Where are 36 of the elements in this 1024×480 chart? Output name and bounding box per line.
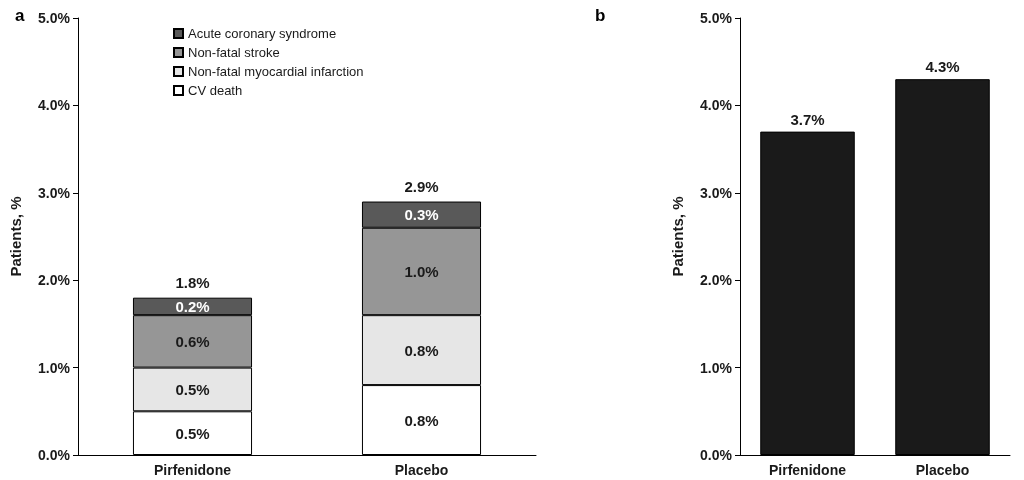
y-tick-label: 1.0% (38, 359, 71, 376)
data-label: 3.7% (790, 110, 825, 128)
data-label: 0.8% (404, 341, 439, 359)
legend-label: CV death (188, 83, 243, 98)
data-label: 0.8% (404, 411, 439, 429)
y-tick-label: 0.0% (38, 447, 71, 463)
y-tick-label: 0.0% (700, 447, 733, 463)
y-tick-label: 1.0% (700, 359, 733, 376)
text: b (595, 6, 606, 25)
x-tick-label: Placebo (394, 462, 449, 478)
legend-label: Non-fatal myocardial infarction (188, 64, 364, 79)
legend-label: Acute coronary syndrome (188, 26, 337, 41)
y-tick-label: 4.0% (700, 97, 733, 114)
y-tick-label: 4.0% (38, 97, 71, 114)
x-tick-label: Pirfenidone (153, 462, 232, 478)
data-label: 4.3% (925, 58, 960, 76)
y-axis-title: Patients, % (7, 196, 24, 277)
y-tick-label: 3.0% (700, 184, 733, 201)
y-tick-label: 2.0% (700, 272, 733, 289)
x-tick-label: Placebo (915, 462, 970, 478)
x-tick-label: Pirfenidone (768, 462, 847, 478)
total-label: 1.8% (175, 273, 210, 291)
y-tick-label: 5.0% (38, 10, 71, 26)
legend-label: Non-fatal stroke (188, 45, 280, 60)
data-label: 0.2% (175, 297, 210, 315)
data-label: 0.5% (175, 424, 210, 442)
data-label: 1.0% (404, 262, 439, 280)
data-label: 0.3% (404, 206, 439, 224)
y-tick-label: 3.0% (38, 184, 71, 201)
y-tick-label: 5.0% (700, 10, 733, 26)
data-label: 0.5% (175, 380, 210, 398)
data-label: 0.6% (175, 332, 210, 350)
total-label: 2.9% (404, 177, 439, 195)
chart-title: a (15, 6, 25, 25)
y-tick-label: 2.0% (38, 272, 71, 289)
y-axis-title: Patients, % (669, 196, 686, 277)
